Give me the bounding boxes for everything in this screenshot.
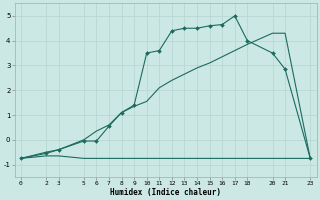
X-axis label: Humidex (Indice chaleur): Humidex (Indice chaleur) [110,188,221,197]
